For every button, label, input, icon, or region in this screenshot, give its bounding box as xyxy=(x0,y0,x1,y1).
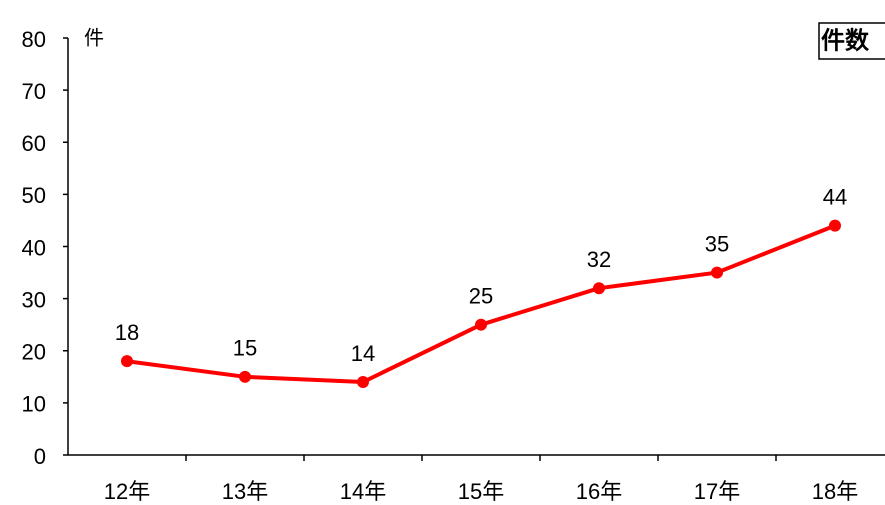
y-tick-label: 50 xyxy=(22,183,46,208)
y-tick-label: 70 xyxy=(22,79,46,104)
x-tick-label: 12年 xyxy=(104,479,150,504)
data-label: 44 xyxy=(823,184,847,209)
data-label: 25 xyxy=(469,284,493,309)
y-tick-label: 30 xyxy=(22,287,46,312)
marker xyxy=(357,376,369,389)
data-label: 35 xyxy=(705,231,729,256)
marker xyxy=(475,318,487,331)
marker xyxy=(239,370,251,383)
legend-box xyxy=(818,22,885,60)
marker xyxy=(829,219,841,232)
marker xyxy=(121,355,133,368)
data-label: 18 xyxy=(115,320,139,345)
marker xyxy=(711,266,723,279)
y-unit-label: 件 xyxy=(84,26,104,49)
x-tick-label: 14年 xyxy=(340,479,386,504)
y-tick-label: 0 xyxy=(34,444,46,469)
data-label: 32 xyxy=(587,247,611,272)
x-tick-label: 13年 xyxy=(222,479,268,504)
data-label: 15 xyxy=(233,336,257,361)
y-tick-label: 60 xyxy=(22,131,46,156)
x-tick-label: 17年 xyxy=(694,479,740,504)
x-tick-label: 18年 xyxy=(812,479,858,504)
data-label: 14 xyxy=(351,341,375,366)
y-tick-label: 20 xyxy=(22,340,46,365)
y-tick-label: 80 xyxy=(22,27,46,52)
y-tick-label: 10 xyxy=(22,392,46,417)
x-tick-label: 16年 xyxy=(576,479,622,504)
legend-label: 件数 xyxy=(821,27,870,54)
x-tick-label: 15年 xyxy=(458,479,504,504)
y-tick-label: 40 xyxy=(22,235,46,260)
marker xyxy=(593,282,605,295)
